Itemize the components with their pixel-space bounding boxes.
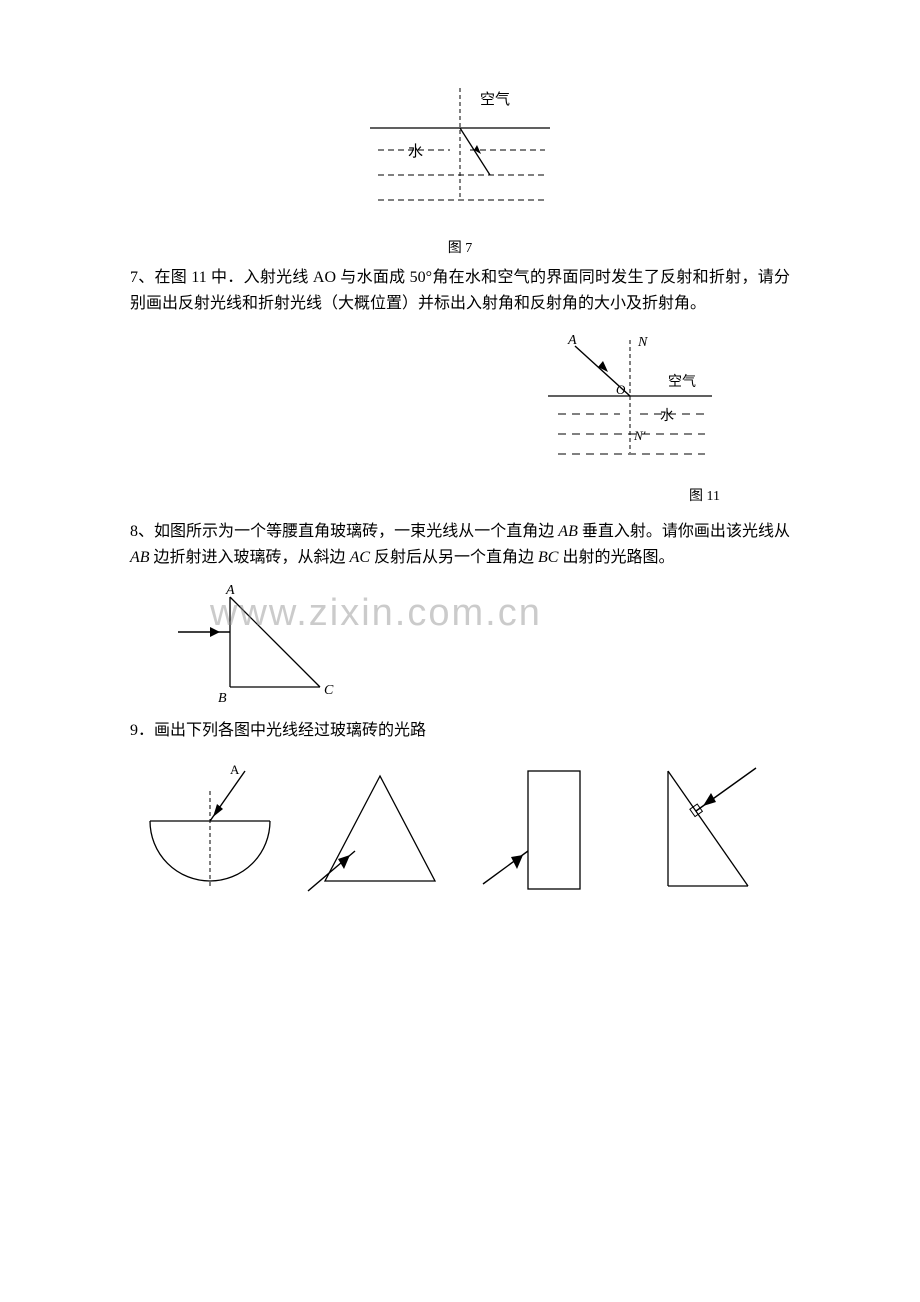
q8-ab2: AB — [130, 549, 150, 566]
page: 空气 水 图 7 7、在图 11 中．入射光线 AO 与水面成 50°角在水和空… — [0, 0, 920, 1006]
fig-9a: A — [130, 756, 290, 906]
figure-11-container: A N 空气 O 水 N' 图 11 — [130, 328, 790, 505]
figure-7-container: 空气 水 图 7 — [130, 80, 790, 257]
fig8-B-label: B — [218, 691, 227, 706]
question-9-figures: A — [130, 756, 790, 906]
fig-9d — [635, 756, 790, 906]
fig11-caption: 图 11 — [530, 485, 730, 505]
figure-7: 空气 水 图 7 — [350, 80, 570, 257]
fig7-water-label: 水 — [408, 143, 423, 160]
q8-prefix: 8、如图所示为一个等腰直角玻璃砖，一束光线从一个直角边 — [130, 523, 558, 540]
fig7-air-label: 空气 — [480, 91, 510, 108]
fig11-air-label: 空气 — [668, 374, 696, 390]
q8-mid2: 边折射进入玻璃砖，从斜边 — [150, 549, 350, 566]
q8-bc: BC — [538, 549, 558, 566]
q8-ab1: AB — [558, 523, 578, 540]
fig11-O-label: O — [616, 382, 626, 397]
q8-mid1: 垂直入射。请你画出该光线从 — [578, 523, 790, 540]
fig7-caption: 图 7 — [350, 237, 570, 257]
question-8-text: 8、如图所示为一个等腰直角玻璃砖，一束光线从一个直角边 AB 垂直入射。请你画出… — [130, 519, 790, 572]
q8-mid3: 反射后从另一个直角边 — [370, 549, 538, 566]
q8-ac: AC — [350, 549, 370, 566]
figure-11: A N 空气 O 水 N' 图 11 — [530, 328, 730, 505]
q8-suffix: 出射的光路图。 — [558, 549, 674, 566]
question-7-text: 7、在图 11 中．入射光线 AO 与水面成 50°角在水和空气的界面同时发生了… — [130, 265, 790, 318]
fig-9c — [470, 756, 625, 906]
fig11-A-label: A — [567, 333, 577, 348]
question-9-text: 9．画出下列各图中光线经过玻璃砖的光路 — [130, 718, 790, 744]
figure-8-container: A B C www.zixin.com.cn — [130, 582, 790, 712]
fig-9b — [300, 756, 460, 906]
fig11-N-label: N — [637, 335, 648, 350]
fig11-Nprime-label: N' — [633, 428, 646, 443]
fig9a-A-label: A — [230, 762, 240, 777]
fig8-A-label: A — [225, 583, 235, 598]
fig8-C-label: C — [324, 683, 334, 698]
fig11-water-label: 水 — [660, 408, 674, 424]
